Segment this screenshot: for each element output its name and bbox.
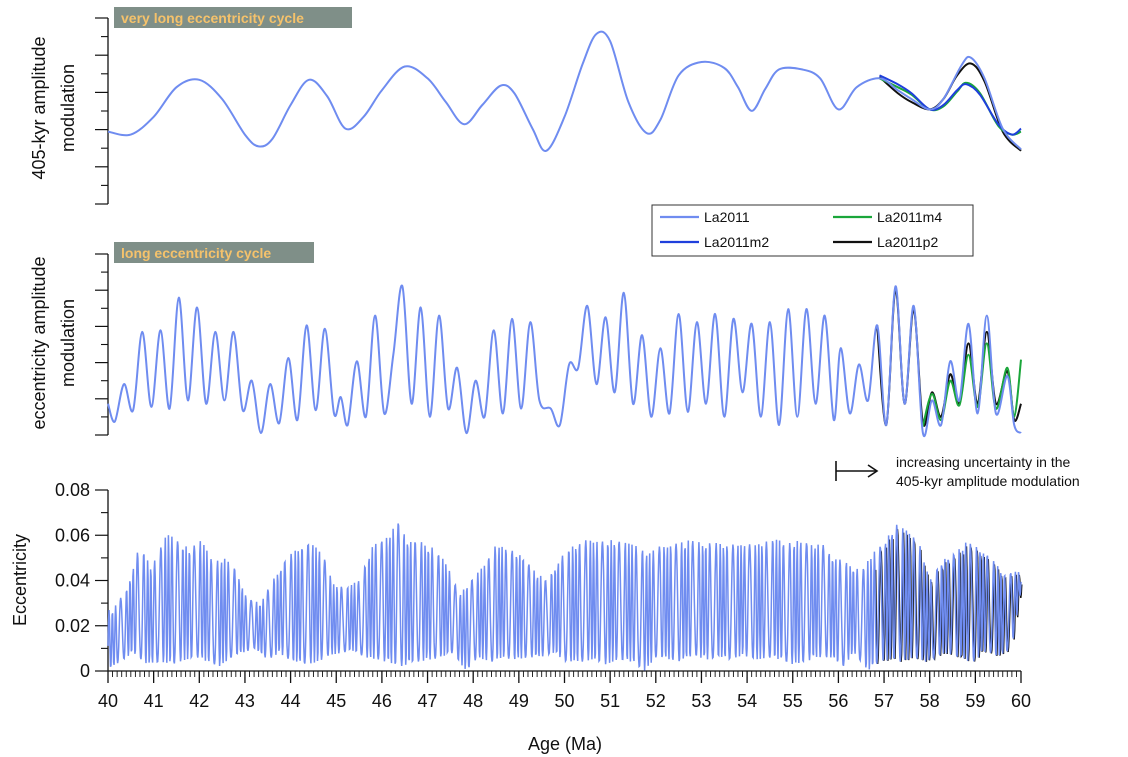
legend-label-la2011m4: La2011m4	[877, 209, 942, 225]
x-tick-label: 42	[189, 691, 209, 711]
panel-eccentricity-modulation	[95, 253, 1022, 438]
y-tick-label: 0.06	[55, 525, 90, 545]
panel-eccentricity: 0 0.02 0.04 0.06 0.08 40 41 42 43 44 45 46 47 48 49 50 5…	[55, 480, 1031, 711]
badge-very-long-cycle: very long eccentricity cycle	[114, 7, 352, 28]
badge-long-cycle: long eccentricity cycle	[114, 242, 314, 263]
x-tick-label: 40	[98, 691, 118, 711]
badge-label-mid: long eccentricity cycle	[121, 245, 271, 261]
x-tick-label: 51	[600, 691, 620, 711]
annotation-line1: increasing uncertainty in the	[896, 454, 1071, 470]
x-tick-label: 58	[920, 691, 940, 711]
badge-bg-top	[114, 7, 352, 28]
y-tick-label: 0.04	[55, 571, 90, 591]
ylabel-bottom: Eccentricity	[10, 534, 30, 626]
x-tick-label: 60	[1011, 691, 1031, 711]
legend-label-la2011m2: La2011m2	[704, 234, 769, 250]
legend-label-la2011: La2011	[704, 209, 750, 225]
y-tick-label: 0	[80, 661, 90, 681]
x-tick-label: 45	[326, 691, 346, 711]
line-la2011m2	[879, 74, 1022, 136]
x-tick-label: 49	[509, 691, 529, 711]
x-tick-label: 54	[737, 691, 757, 711]
ylabel-mid-line1: eccentricity amplitude	[29, 256, 49, 429]
line-la2011-bottom	[107, 523, 1022, 671]
legend-frame	[651, 204, 974, 257]
line-la2011	[107, 284, 1022, 438]
x-tick-label: 48	[463, 691, 483, 711]
x-tick-label: 46	[372, 691, 392, 711]
x-tick-label: 59	[965, 691, 985, 711]
uncertainty-annotation: increasing uncertainty in the 405-kyr am…	[835, 454, 1080, 489]
ylabel-top-line1: 405-kyr amplitude	[29, 36, 49, 179]
x-tick-label: 47	[418, 691, 438, 711]
ylabel-top-line2: modulation	[58, 64, 78, 152]
xlabel-age: Age (Ma)	[528, 734, 602, 754]
annotation-line2: 405-kyr amplitude modulation	[896, 473, 1080, 489]
ylabel-mid-line2: modulation	[58, 299, 78, 387]
y-tick-label: 0.02	[55, 616, 90, 636]
x-tick-label: 57	[874, 691, 894, 711]
legend-label-la2011p2: La2011p2	[877, 234, 938, 250]
x-tick-label: 43	[235, 691, 255, 711]
x-tick-label: 50	[554, 691, 574, 711]
x-tick-label: 44	[281, 691, 301, 711]
x-tick-label: 55	[783, 691, 803, 711]
x-tick-label: 53	[691, 691, 711, 711]
x-tick-label: 41	[144, 691, 164, 711]
x-tick-label: 52	[646, 691, 666, 711]
line-la2011	[107, 30, 1022, 152]
x-tick-label: 56	[828, 691, 848, 711]
y-tick-label: 0.08	[55, 480, 90, 500]
badge-label-top: very long eccentricity cycle	[121, 10, 304, 26]
legend: La2011 La2011m4 La2011m2 La2011p2	[651, 204, 974, 257]
panel-405kyr-modulation	[95, 17, 1022, 205]
badge-bg-mid	[114, 242, 314, 263]
line-la2011p2	[878, 62, 1022, 152]
annotation-arrow-head	[867, 464, 879, 478]
